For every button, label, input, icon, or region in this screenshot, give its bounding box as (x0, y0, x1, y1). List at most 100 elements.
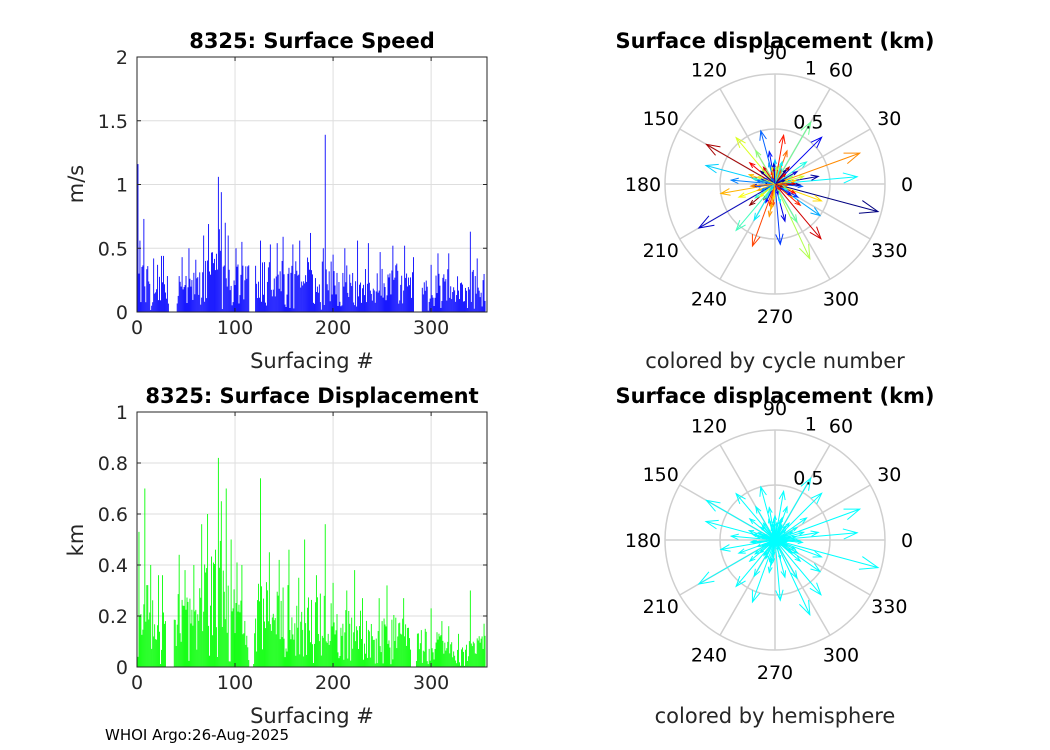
speed-chart-xlabel: Surfacing # (250, 349, 374, 373)
speed-bar (401, 275, 403, 312)
disp-bar (289, 630, 291, 667)
speed-bar (247, 266, 249, 312)
speed-bar (347, 292, 349, 312)
speed-bar (388, 277, 390, 312)
disp-bar (397, 636, 399, 667)
disp-bar (243, 633, 245, 667)
disp-bar (156, 639, 158, 667)
disp-bar (267, 621, 269, 667)
disp-bar (432, 652, 434, 667)
speed-bar (382, 297, 384, 312)
disp-bar (436, 632, 438, 667)
disp-bar (437, 639, 439, 667)
disp-bar (353, 632, 355, 667)
speed-bar (319, 302, 321, 312)
speed-bar (429, 298, 431, 312)
disp-bar (388, 640, 390, 667)
speed-bar (310, 232, 311, 312)
disp-bar (355, 641, 357, 667)
speed-bar (215, 253, 217, 312)
disp-bar (182, 605, 184, 667)
disp-chart-xlabel: Surfacing # (250, 704, 374, 728)
disp-bar (203, 611, 205, 667)
disp-bar (331, 626, 333, 667)
speed-bar (324, 134, 326, 312)
disp-bar (158, 575, 160, 667)
disp-bar (460, 665, 461, 667)
disp-bar (394, 640, 396, 667)
disp-bar (195, 609, 197, 667)
speed-bar (156, 289, 158, 312)
disp-bar (326, 642, 328, 667)
polar_cycle-vector (774, 179, 787, 185)
speed-bar (225, 278, 227, 312)
disp-bar (371, 636, 373, 667)
speed-bar (281, 260, 283, 312)
disp-bar (144, 488, 146, 667)
disp-bar (174, 619, 176, 667)
speed-bar (437, 253, 439, 312)
speed-bar (303, 281, 305, 312)
polar_hemi-vector (772, 518, 776, 541)
disp-bar (148, 619, 150, 667)
disp-bar (258, 583, 260, 667)
polar_hemi-vector (774, 489, 786, 541)
polar_hemi-angle-label: 60 (829, 416, 853, 438)
polar_hemi-vector (774, 508, 862, 541)
speed-bar (154, 293, 156, 312)
disp-bar (274, 618, 276, 667)
speed-bar (334, 285, 336, 312)
disp-bar (137, 656, 139, 667)
speed-bar (280, 291, 282, 312)
disp-bar (330, 603, 332, 667)
speed-bar (164, 284, 165, 312)
polar_hemi-vector (774, 524, 787, 541)
disp-bar (303, 656, 305, 667)
disp-bar (224, 619, 226, 667)
speed-bar (464, 287, 466, 312)
polar_cycle-vector (769, 183, 776, 211)
disp-bar (458, 633, 460, 667)
speed-bar (469, 231, 471, 312)
disp-bar (426, 661, 428, 667)
disp-bar (396, 648, 398, 667)
speed-bar (292, 244, 294, 312)
polar_cycle-angle-label: 210 (643, 240, 679, 262)
disp-bar (452, 657, 454, 667)
disp-bar (175, 645, 177, 667)
speed-bar (345, 282, 347, 312)
disp-bar (154, 624, 156, 667)
disp-bar (364, 653, 366, 667)
speed-bar (181, 257, 183, 312)
speed-bar (226, 286, 228, 312)
polar_hemi-vector (735, 539, 776, 588)
speed-bar (335, 294, 337, 312)
disp-bar (374, 663, 376, 667)
disp-bar (339, 656, 341, 667)
speed-bar (372, 288, 374, 312)
polar_hemi-vector (774, 539, 784, 602)
speed-bar (393, 279, 395, 312)
speed-bar (451, 299, 453, 312)
speed-bar (455, 301, 457, 312)
speed-bar (477, 287, 479, 312)
disp-bar (446, 648, 448, 667)
speed-bar (264, 262, 265, 312)
disp-bar (210, 605, 211, 667)
disp-bar (283, 638, 285, 667)
disp-bar (386, 585, 388, 667)
polar_cycle-vector (774, 152, 862, 185)
speed-bar (452, 292, 454, 312)
disp-bar (417, 633, 419, 667)
disp-bar (255, 618, 257, 667)
disp-bar (416, 633, 418, 667)
speed-bar (167, 303, 169, 312)
speed-bar (329, 301, 331, 312)
speed-bar (435, 275, 437, 312)
disp-bar (292, 634, 294, 667)
disp-bar (370, 623, 372, 667)
speed-bar (358, 296, 360, 312)
speed-bar (364, 269, 366, 312)
polar_cycle-angle-label: 270 (757, 306, 793, 328)
disp-bar (455, 660, 457, 667)
